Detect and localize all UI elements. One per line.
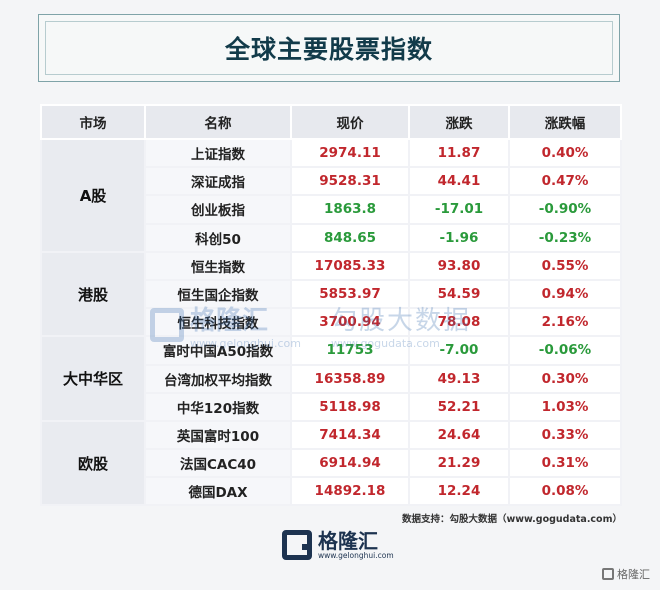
change-cell: 21.29	[408, 448, 510, 479]
change-cell: 78.08	[408, 307, 510, 338]
change-cell: -7.00	[408, 335, 510, 366]
corner-logo-icon	[602, 568, 614, 580]
pct-cell: -0.23%	[508, 222, 622, 253]
price-cell: 1863.8	[290, 194, 410, 225]
pct-cell: 0.31%	[508, 448, 622, 479]
price-cell: 5118.98	[290, 391, 410, 422]
pct-cell: 1.03%	[508, 391, 622, 422]
title-box: 全球主要股票指数	[38, 14, 620, 82]
footer-logo: 格隆汇 www.gelonghui.com	[282, 530, 394, 560]
header-pct: 涨跌幅	[508, 104, 622, 140]
table-header-row: 市场 名称 现价 涨跌 涨跌幅	[40, 104, 622, 140]
price-cell: 3700.94	[290, 307, 410, 338]
table-row: 大中华区 富时中国A50指数 11753 -7.00 -0.06%	[40, 335, 622, 422]
name-cell: 法国CAC40	[144, 448, 292, 479]
table-row: 台湾加权平均指数 16358.89 49.13 0.30%	[41, 363, 622, 394]
price-cell: 848.65	[290, 222, 410, 253]
title-inner-border	[45, 21, 613, 75]
data-source-note: 数据支持：勾股大数据（www.gogudata.com）	[401, 514, 622, 525]
name-cell: 中华120指数	[144, 391, 292, 422]
name-cell: 台湾加权平均指数	[144, 363, 292, 394]
pct-cell: 0.40%	[508, 137, 622, 169]
pct-cell: 2.16%	[508, 307, 622, 338]
pct-cell: 0.30%	[508, 363, 622, 394]
header-name: 名称	[144, 104, 292, 140]
change-cell: 24.64	[408, 419, 510, 451]
price-cell: 2974.11	[290, 137, 410, 169]
name-cell: 德国DAX	[144, 476, 292, 507]
pct-cell: 0.33%	[508, 419, 622, 451]
price-cell: 14892.18	[290, 476, 410, 507]
table-row: 法国CAC40 6914.94 21.29 0.31%	[41, 448, 622, 479]
price-cell: 16358.89	[290, 363, 410, 394]
name-cell: 恒生指数	[144, 250, 292, 281]
table-row: 深证成指 9528.31 44.41 0.47%	[41, 166, 622, 197]
footer-brand-url: www.gelonghui.com	[318, 550, 394, 560]
change-cell: 54.59	[408, 278, 510, 310]
pct-cell: -0.06%	[508, 335, 622, 366]
change-cell: 52.21	[408, 391, 510, 422]
pct-cell: -0.90%	[508, 194, 622, 225]
page-title: 全球主要股票指数	[224, 35, 433, 64]
price-cell: 17085.33	[290, 250, 410, 281]
pct-cell: 0.55%	[508, 250, 622, 281]
change-cell: 93.80	[408, 250, 510, 281]
table-row: 科创50 848.65 -1.96 -0.23%	[41, 222, 622, 253]
header-market: 市场	[40, 104, 146, 140]
name-cell: 科创50	[144, 222, 292, 253]
table-row: 中华120指数 5118.98 52.21 1.03%	[41, 391, 622, 422]
table-row: 欧股 英国富时100 7414.34 24.64 0.33%	[40, 419, 622, 507]
change-cell: -1.96	[408, 222, 510, 253]
corner-watermark: 格隆汇	[602, 566, 650, 582]
price-cell: 9528.31	[290, 166, 410, 197]
price-cell: 6914.94	[290, 448, 410, 479]
change-cell: 49.13	[408, 363, 510, 394]
table-row: 创业板指 1863.8 -17.01 -0.90%	[41, 194, 622, 225]
market-cell: 欧股	[40, 419, 146, 507]
market-cell: A股	[40, 138, 146, 253]
table-row: 港股 恒生指数 17085.33 93.80 0.55%	[40, 250, 622, 338]
name-cell: 上证指数	[144, 137, 292, 169]
table-row: 德国DAX 14892.18 12.24 0.08%	[41, 476, 622, 507]
header-change: 涨跌	[408, 104, 510, 140]
table-body: A股 上证指数 2974.11 11.87 0.40% 深证成指 9528.31 44.41 0…	[40, 137, 622, 507]
footer-brand-name: 格隆汇	[318, 528, 378, 553]
market-cell: 港股	[40, 250, 146, 338]
price-cell: 11753	[290, 335, 410, 366]
name-cell: 深证成指	[144, 166, 292, 197]
index-table: 市场 名称 现价 涨跌 涨跌幅 A股 上证指数 2974.11 11.87 0.40% 深…	[40, 104, 622, 507]
name-cell: 恒生国企指数	[144, 278, 292, 310]
change-cell: 12.24	[408, 476, 510, 507]
header-price: 现价	[290, 104, 410, 140]
change-cell: 11.87	[408, 137, 510, 169]
table-row: 恒生科技指数 3700.94 78.08 2.16%	[41, 307, 622, 338]
table-row: A股 上证指数 2974.11 11.87 0.40%	[40, 137, 622, 253]
name-cell: 恒生科技指数	[144, 307, 292, 338]
market-cell: 大中华区	[40, 335, 146, 422]
pct-cell: 0.47%	[508, 166, 622, 197]
change-cell: -17.01	[408, 194, 510, 225]
pct-cell: 0.94%	[508, 278, 622, 310]
corner-watermark-text: 格隆汇	[617, 568, 650, 581]
change-cell: 44.41	[408, 166, 510, 197]
gelonghui-logo-icon	[282, 530, 312, 560]
pct-cell: 0.08%	[508, 476, 622, 507]
table-row: 恒生国企指数 5853.97 54.59 0.94%	[41, 278, 622, 310]
name-cell: 创业板指	[144, 194, 292, 225]
name-cell: 富时中国A50指数	[144, 335, 292, 366]
price-cell: 5853.97	[290, 278, 410, 310]
name-cell: 英国富时100	[144, 419, 292, 451]
price-cell: 7414.34	[290, 419, 410, 451]
